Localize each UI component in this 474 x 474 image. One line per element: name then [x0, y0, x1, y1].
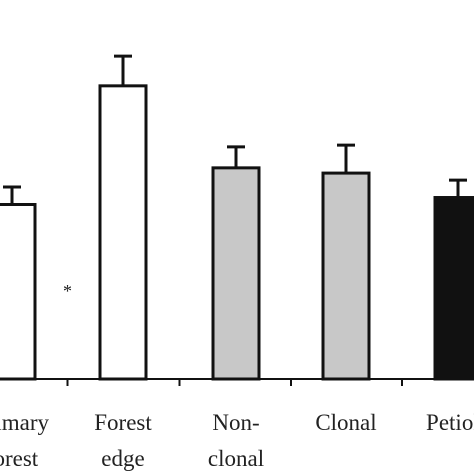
- bar: [433, 196, 474, 381]
- error-bars: [3, 54, 467, 205]
- category-label: Forest: [94, 410, 152, 435]
- category-label: Primary: [0, 410, 50, 435]
- bar: [321, 171, 371, 381]
- category-label: edge: [101, 446, 144, 471]
- bars: [0, 84, 474, 381]
- category-label: forest: [0, 446, 39, 471]
- category-label: Clonal: [315, 410, 376, 435]
- category-label: clonal: [208, 446, 264, 471]
- category-labels: Primary forest Forest edge Non-clonal Clonal P…: [0, 410, 474, 471]
- bar: [211, 166, 261, 381]
- x-axis-ticks: [66, 379, 403, 386]
- bar: [0, 203, 37, 381]
- significance-marker: *: [63, 281, 72, 301]
- bar: [98, 84, 148, 381]
- annotations: *: [63, 281, 72, 301]
- category-label: Petiole: [426, 410, 474, 435]
- category-label: Non-: [212, 410, 259, 435]
